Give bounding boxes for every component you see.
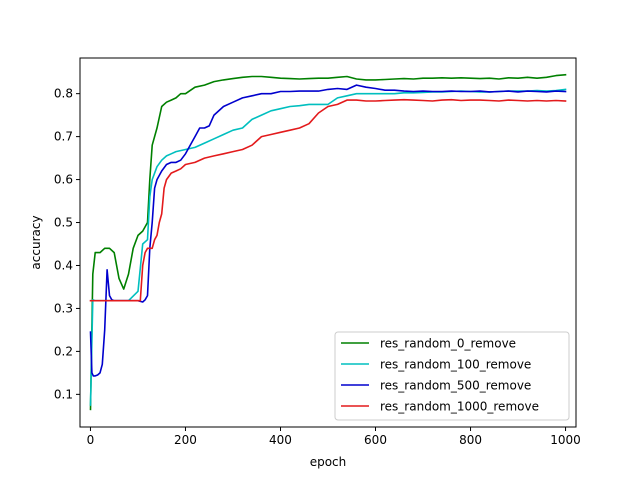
legend-label: res_random_500_remove	[380, 379, 531, 393]
y-tick-label: 0.3	[54, 301, 73, 315]
y-tick-label: 0.2	[54, 344, 73, 358]
x-tick-label: 800	[459, 433, 482, 447]
y-axis-label: accuracy	[29, 215, 43, 269]
legend: res_random_0_remove res_random_100_remove…	[334, 331, 570, 421]
series-line-res-random-1000-remove	[89, 98, 567, 302]
x-tick-label: 1000	[550, 433, 581, 447]
y-tick-label: 0.4	[54, 258, 73, 272]
plot-frame	[79, 57, 577, 428]
series-layer	[89, 73, 567, 411]
x-axis-ticks: 0 200 400 600 800 1000	[87, 427, 581, 447]
y-tick-label: 0.1	[54, 387, 73, 401]
legend-label: res_random_100_remove	[380, 358, 531, 372]
x-tick-label: 400	[269, 433, 292, 447]
legend-frame	[334, 331, 570, 421]
y-tick-label: 0.7	[54, 130, 73, 144]
x-tick-label: 200	[174, 433, 197, 447]
y-tick-label: 0.6	[54, 173, 73, 187]
y-tick-label: 0.8	[54, 87, 73, 101]
x-tick-label: 0	[87, 433, 95, 447]
y-tick-label: 0.5	[54, 216, 73, 230]
x-axis-label: epoch	[310, 455, 347, 469]
legend-label: res_random_0_remove	[380, 337, 516, 351]
y-axis-ticks: 0.1 0.2 0.3 0.4 0.5 0.6 0.7 0.8	[54, 87, 80, 401]
x-tick-label: 600	[364, 433, 387, 447]
legend-label: res_random_1000_remove	[380, 400, 539, 414]
series-line-res-random-0-remove	[89, 73, 567, 411]
